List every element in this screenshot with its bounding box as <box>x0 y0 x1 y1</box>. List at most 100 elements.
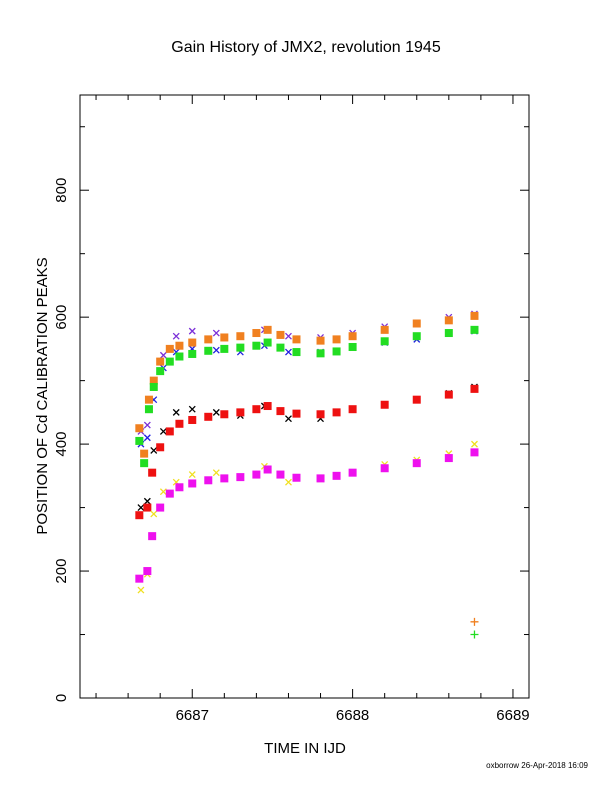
data-point-square <box>236 408 245 417</box>
data-point-cross <box>159 488 167 496</box>
data-point-square <box>332 408 341 417</box>
data-point-square <box>140 459 149 468</box>
data-point-square <box>412 459 421 468</box>
data-point-square <box>148 532 157 541</box>
data-point-cross <box>137 586 145 594</box>
data-point-square <box>263 402 272 411</box>
data-point-square <box>188 338 197 347</box>
series-7 <box>135 448 479 583</box>
data-point-cross <box>150 446 158 454</box>
data-point-cross <box>150 510 158 518</box>
data-point-square <box>276 470 285 479</box>
data-point-square <box>148 468 157 477</box>
data-point-square <box>348 332 357 341</box>
data-point-square <box>135 424 144 433</box>
data-point-square <box>143 567 152 576</box>
data-point-square <box>444 316 453 325</box>
data-point-square <box>156 367 165 376</box>
y-axis-label: POSITION OF Cd CALIBRATION PEAKS <box>34 257 51 534</box>
data-point-square <box>332 471 341 480</box>
data-point-square <box>348 342 357 351</box>
data-point-square <box>175 352 184 361</box>
data-point-square <box>188 349 197 358</box>
data-point-square <box>220 333 229 342</box>
data-point-square <box>316 410 325 419</box>
series-8 <box>470 617 479 626</box>
data-point-square <box>165 489 174 498</box>
data-point-cross <box>159 351 167 359</box>
data-point-square <box>156 503 165 512</box>
data-point-square <box>380 400 389 409</box>
footer-timestamp: oxborrow 26-Apr-2018 16:09 <box>486 761 588 770</box>
data-point-square <box>470 448 479 457</box>
data-point-square <box>412 319 421 328</box>
data-point-square <box>444 390 453 399</box>
data-point-square <box>204 476 213 485</box>
data-point-cross <box>143 434 151 442</box>
data-point-square <box>165 344 174 353</box>
data-point-cross <box>188 405 196 413</box>
data-point-square <box>252 470 261 479</box>
data-point-plus <box>470 630 479 639</box>
data-point-square <box>332 347 341 356</box>
data-point-cross <box>212 346 220 354</box>
data-point-square <box>263 338 272 347</box>
data-point-square <box>165 357 174 366</box>
data-point-square <box>470 311 479 320</box>
data-point-square <box>412 395 421 404</box>
data-point-square <box>236 343 245 352</box>
data-point-square <box>175 341 184 350</box>
data-point-square <box>140 449 149 458</box>
data-point-square <box>236 473 245 482</box>
data-point-square <box>412 332 421 341</box>
data-point-square <box>252 405 261 414</box>
y-tick-label: 800 <box>53 178 70 203</box>
series-5 <box>135 384 479 520</box>
series-4 <box>137 383 478 512</box>
data-point-square <box>252 329 261 338</box>
data-point-cross <box>143 497 151 505</box>
data-point-cross <box>159 427 167 435</box>
data-point-square <box>135 511 144 520</box>
plot-frame <box>79 94 530 699</box>
data-point-square <box>252 341 261 350</box>
data-point-cross <box>285 415 292 423</box>
data-point-square <box>276 343 285 352</box>
y-tick-label: 200 <box>53 559 70 584</box>
data-point-cross <box>137 504 145 512</box>
data-point-square <box>380 325 389 334</box>
data-point-square <box>348 405 357 414</box>
data-point-cross <box>188 471 196 479</box>
data-point-cross <box>212 469 220 477</box>
data-point-cross <box>172 408 180 416</box>
series-0 <box>137 310 478 435</box>
series-2 <box>135 311 479 458</box>
data-point-square <box>204 335 213 344</box>
data-point-cross <box>212 408 220 416</box>
axis-tick-labels: 6687 6688 6689 0 200 400 600 800 <box>53 178 530 724</box>
x-tick-label: 6689 <box>496 707 529 724</box>
data-point-square <box>316 336 325 345</box>
data-point-square <box>144 405 153 414</box>
x-tick-label: 6687 <box>176 707 209 724</box>
data-point-square <box>188 415 197 424</box>
data-point-plus <box>470 617 479 626</box>
data-point-square <box>380 337 389 346</box>
data-point-cross <box>143 421 151 429</box>
data-point-square <box>292 335 301 344</box>
data-point-cross <box>285 332 292 340</box>
data-point-square <box>292 348 301 357</box>
data-point-cross <box>471 440 478 448</box>
data-point-cross <box>212 329 220 337</box>
data-point-square <box>332 335 341 344</box>
data-point-square <box>149 382 158 391</box>
data-point-square <box>156 357 165 366</box>
data-point-square <box>220 410 229 419</box>
data-point-cross <box>188 327 196 335</box>
data-point-square <box>348 468 357 477</box>
data-point-square <box>316 349 325 358</box>
data-points <box>135 310 479 639</box>
data-point-square <box>444 329 453 338</box>
data-point-square <box>470 384 479 393</box>
